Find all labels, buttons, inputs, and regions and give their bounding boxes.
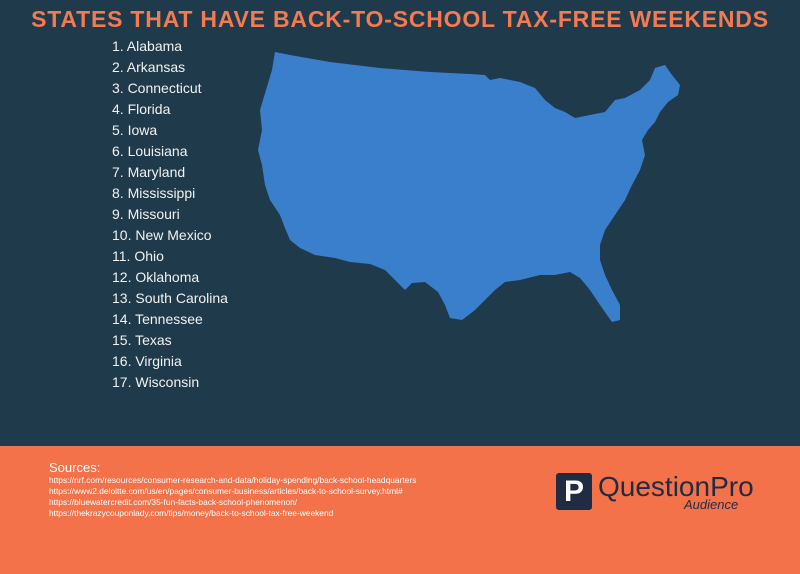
logo-icon: P <box>556 473 592 510</box>
state-item: 14. Tennessee <box>112 311 203 327</box>
state-item: 10. New Mexico <box>112 227 212 243</box>
logo-name: QuestionPro <box>598 471 754 502</box>
title: STATES THAT HAVE BACK-TO-SCHOOL TAX-FREE… <box>31 6 769 32</box>
state-item: 1. Alabama <box>112 38 183 54</box>
state-item: 6. Louisiana <box>112 143 188 159</box>
state-item: 11. Ohio <box>112 248 164 264</box>
source-links: https://nrf.com/resources/consumer-resea… <box>49 475 416 519</box>
us-map <box>258 52 680 322</box>
state-list: 1. Alabama 2. Arkansas 3. Connecticut 4. Fl… <box>112 36 228 393</box>
source-link: https://nrf.com/resources/consumer-resea… <box>49 475 417 485</box>
footer-panel <box>0 446 800 574</box>
state-item: 3. Connecticut <box>112 80 202 96</box>
state-item: 8. Mississippi <box>112 185 196 201</box>
us-map-shape <box>258 52 680 322</box>
state-item: 7. Maryland <box>112 164 186 180</box>
state-item: 5. Iowa <box>112 122 158 138</box>
state-item: 16. Virginia <box>112 353 182 369</box>
state-item: 17. Wisconsin <box>112 374 200 390</box>
source-link: https://bluewatercredit.com/35-fun-facts… <box>49 497 298 507</box>
source-link: https://thekrazycouponlady.com/tips/mone… <box>49 508 334 518</box>
sources-label: Sources: <box>49 460 101 475</box>
state-item: 15. Texas <box>112 332 172 348</box>
logo-tagline: Audience <box>684 497 739 512</box>
state-item: 13. South Carolina <box>112 290 228 306</box>
state-item: 4. Florida <box>112 101 171 117</box>
state-item: 9. Missouri <box>112 206 180 222</box>
state-item: 2. Arkansas <box>112 59 186 75</box>
source-link: https://www2.deloitte.com/us/en/pages/co… <box>49 486 403 496</box>
state-item: 12. Oklahoma <box>112 269 200 285</box>
